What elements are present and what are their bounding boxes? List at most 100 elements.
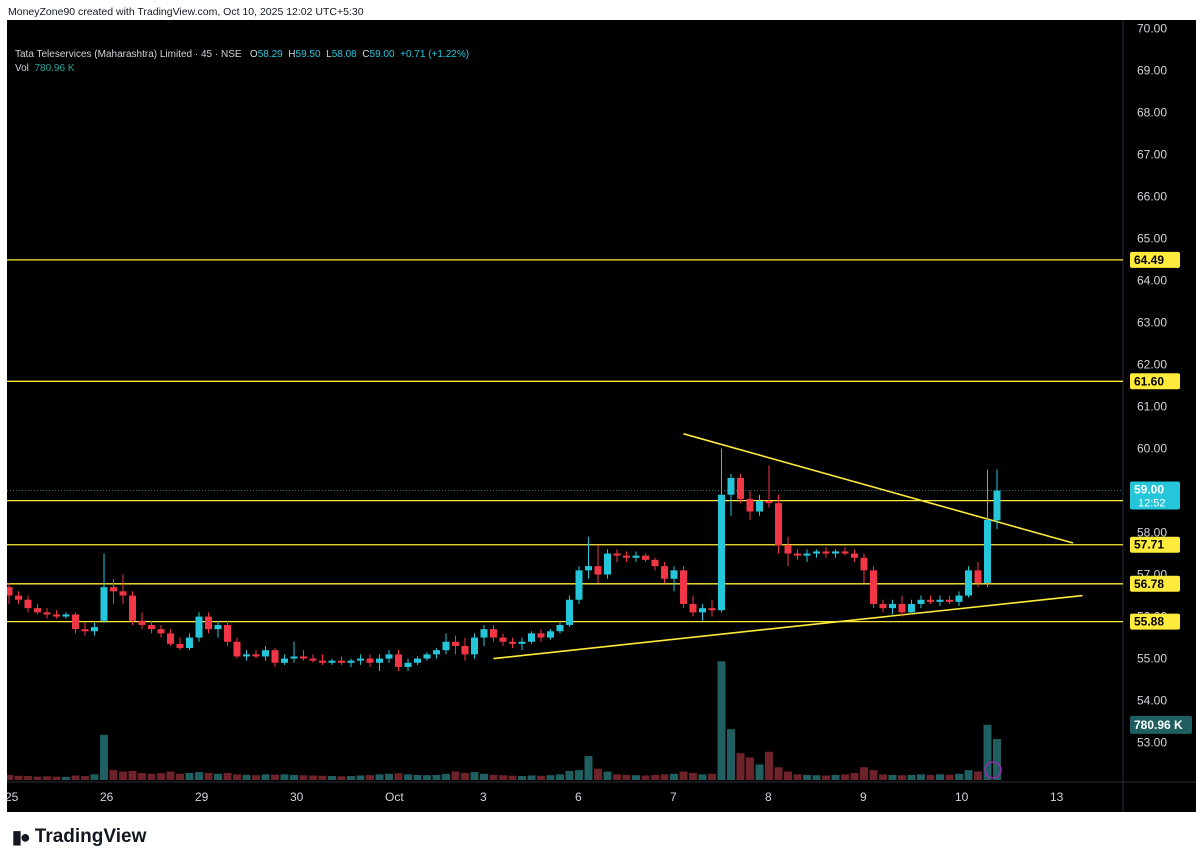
candle-body[interactable] [594, 566, 602, 575]
candle-body[interactable] [908, 603, 915, 613]
candle-body[interactable] [461, 645, 469, 655]
candle-body[interactable] [205, 616, 212, 630]
candle-body[interactable] [537, 633, 545, 638]
candle-body[interactable] [993, 490, 1001, 521]
candle-body[interactable] [214, 624, 222, 630]
candle-body[interactable] [7, 587, 13, 596]
trendline[interactable] [683, 433, 1074, 544]
candle-body[interactable] [851, 553, 858, 558]
candle-body[interactable] [24, 599, 32, 609]
candle-body[interactable] [148, 624, 155, 630]
volume-badge[interactable] [1130, 715, 1192, 734]
candle-body[interactable] [290, 656, 298, 659]
candle-body[interactable] [936, 599, 944, 602]
candle-body[interactable] [727, 477, 735, 495]
level-badge[interactable] [1130, 613, 1180, 630]
candle-body[interactable] [138, 620, 146, 625]
candle-body[interactable] [433, 650, 440, 655]
candle-body[interactable] [604, 553, 611, 575]
tradingview-brand[interactable]: ▮● TradingView [12, 826, 146, 848]
candle-body[interactable] [689, 603, 697, 613]
candle-body[interactable] [385, 654, 393, 659]
candle-body[interactable] [442, 641, 450, 651]
candle-body[interactable] [680, 570, 687, 604]
candle-body[interactable] [224, 624, 231, 642]
candle-body[interactable] [480, 629, 488, 638]
candle-body[interactable] [43, 612, 51, 615]
candlestick-chart[interactable]: 70.00 69.00 68.00 67.00 66.00 65.00 64.00 63.00… [7, 20, 1196, 812]
candle-body[interactable] [471, 637, 478, 655]
candle-body[interactable] [575, 570, 583, 600]
candle-body[interactable] [300, 656, 307, 659]
candle-body[interactable] [110, 587, 117, 592]
candle-body[interactable] [642, 555, 649, 560]
candle-body[interactable] [737, 477, 744, 499]
candle-body[interactable] [746, 498, 754, 512]
candle-body[interactable] [262, 650, 269, 657]
candle-body[interactable] [955, 595, 963, 602]
candle-body[interactable] [167, 633, 174, 644]
candle-body[interactable] [395, 654, 402, 667]
candle-body[interactable] [252, 654, 260, 657]
candle-body[interactable] [157, 629, 165, 634]
candle-body[interactable] [53, 614, 60, 617]
level-badge[interactable] [1130, 575, 1180, 592]
candle-body[interactable] [490, 629, 497, 638]
candle-body[interactable] [414, 658, 421, 663]
candle-body[interactable] [499, 637, 507, 642]
candle-body[interactable] [784, 545, 792, 554]
last-price-badge[interactable] [1130, 481, 1180, 510]
candle-body[interactable] [927, 599, 934, 602]
candle-body[interactable] [281, 658, 288, 663]
candle-body[interactable] [328, 660, 336, 663]
candle-body[interactable] [889, 603, 896, 609]
candle-body[interactable] [699, 608, 706, 613]
alert-lightning-icon[interactable] [984, 761, 1002, 779]
trendline[interactable] [493, 594, 1083, 660]
candle-body[interactable] [898, 603, 906, 613]
candle-body[interactable] [708, 608, 716, 611]
candle-body[interactable] [319, 660, 326, 663]
candle-body[interactable] [870, 570, 877, 604]
candle-body[interactable] [338, 660, 345, 663]
candle-body[interactable] [917, 599, 925, 604]
candle-body[interactable] [509, 641, 516, 644]
candle-body[interactable] [946, 599, 953, 602]
candle-body[interactable] [34, 608, 41, 613]
candle-body[interactable] [233, 641, 241, 657]
candle-body[interactable] [879, 603, 887, 609]
candle-body[interactable] [347, 660, 355, 663]
level-badge[interactable] [1130, 536, 1180, 553]
candle-body[interactable] [965, 570, 972, 596]
candle-body[interactable] [832, 551, 839, 554]
candle-body[interactable] [860, 557, 868, 571]
candle-body[interactable] [585, 566, 592, 571]
candle-body[interactable] [119, 591, 127, 596]
candle-body[interactable] [813, 551, 820, 554]
candle-body[interactable] [556, 624, 564, 632]
candle-body[interactable] [91, 627, 98, 632]
candle-body[interactable] [309, 658, 317, 661]
candle-body[interactable] [72, 614, 79, 630]
candle-body[interactable] [81, 629, 89, 632]
candle-body[interactable] [623, 555, 630, 558]
candle-body[interactable] [15, 595, 22, 600]
candle-body[interactable] [803, 553, 811, 556]
candle-body[interactable] [271, 650, 279, 663]
candle-body[interactable] [452, 641, 459, 646]
candle-body[interactable] [357, 658, 364, 661]
candle-body[interactable] [661, 566, 668, 579]
candle-body[interactable] [366, 658, 374, 663]
candle-body[interactable] [984, 519, 991, 583]
candle-body[interactable] [547, 631, 554, 638]
candle-body[interactable] [670, 570, 678, 579]
candle-body[interactable] [566, 599, 573, 625]
level-badge[interactable] [1130, 251, 1180, 268]
candle-body[interactable] [404, 662, 412, 667]
candle-body[interactable] [974, 570, 982, 583]
candle-body[interactable] [775, 503, 782, 546]
candle-body[interactable] [756, 501, 763, 512]
candle-body[interactable] [176, 643, 184, 649]
candle-body[interactable] [186, 637, 193, 649]
candle-body[interactable] [376, 658, 383, 663]
